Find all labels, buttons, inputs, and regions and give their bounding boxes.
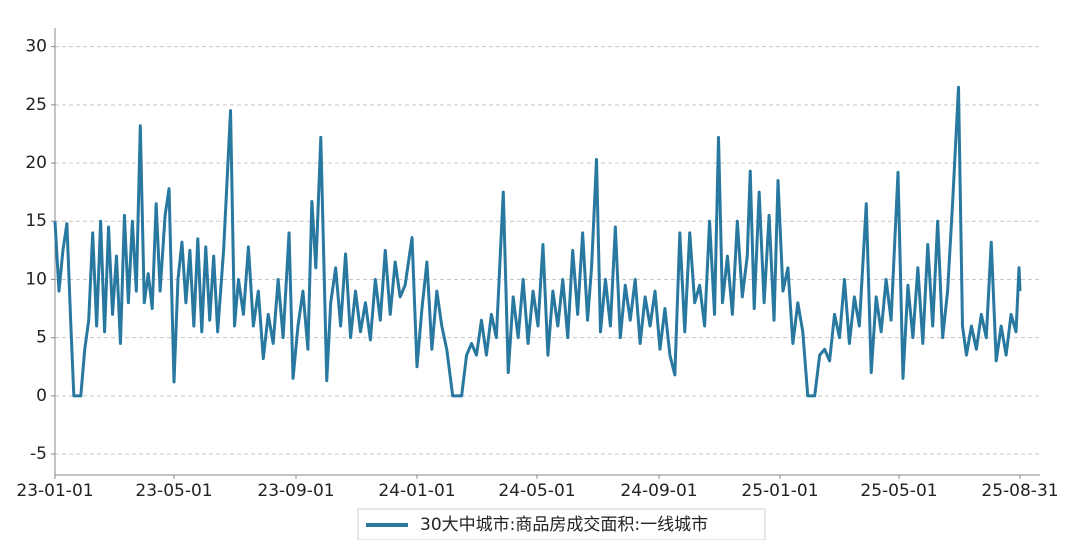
series-line [53, 85, 1022, 398]
plot-area [53, 85, 1022, 398]
y-tick-label: 5 [36, 328, 47, 348]
x-tick-label: 24-05-01 [498, 481, 575, 501]
x-tick-label: 23-09-01 [257, 481, 334, 501]
legend-label: 30大中城市:商品房成交面积:一线城市 [420, 515, 708, 535]
x-tick-label: 25-05-01 [860, 481, 937, 501]
x-tick-label: 23-01-01 [16, 481, 93, 501]
grid: -5 0 5 10 15 20 25 30 23-01-01 23-05-01 23-09-01 24… [16, 37, 1058, 501]
x-tick-label: 25-08-31 [981, 481, 1058, 501]
y-tick-label: 20 [25, 153, 47, 173]
x-tick-label: 25-01-01 [741, 481, 818, 501]
y-tick-label: 30 [25, 37, 47, 57]
legend-box [357, 508, 766, 540]
y-tick-label: -5 [30, 444, 47, 464]
legend: 30大中城市:商品房成交面积:一线城市 [357, 508, 766, 540]
x-tick-label: 24-01-01 [378, 481, 455, 501]
y-tick-label: 15 [25, 211, 47, 231]
x-tick-label: 23-05-01 [135, 481, 212, 501]
x-tick-label: 24-09-01 [620, 481, 697, 501]
y-tick-label: 25 [25, 95, 47, 115]
y-tick-label: 10 [25, 269, 47, 289]
y-tick-label: 0 [36, 386, 47, 406]
